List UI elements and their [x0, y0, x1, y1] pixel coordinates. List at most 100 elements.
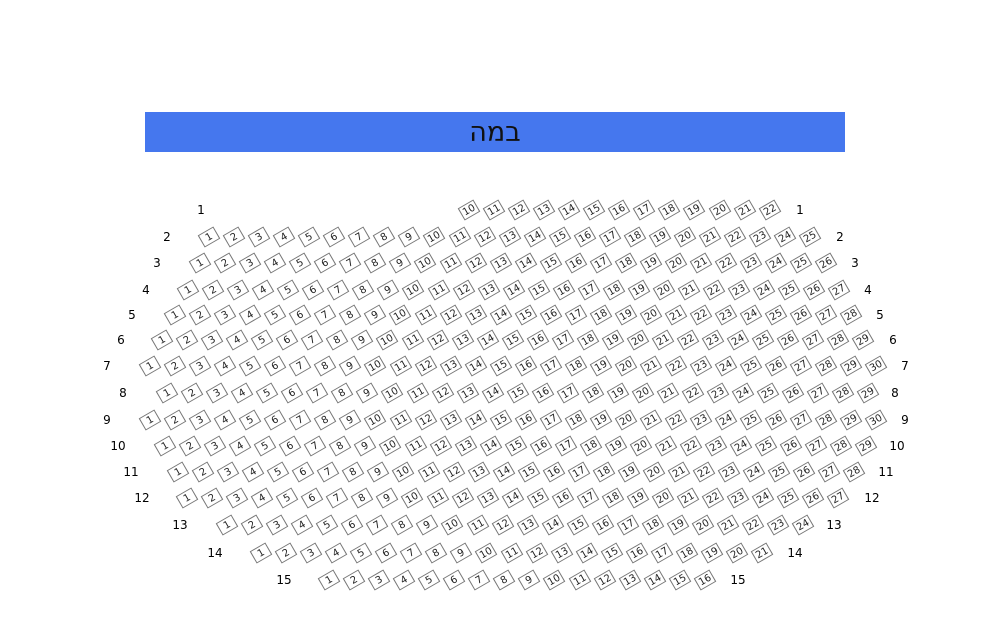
seat-row7-12[interactable]: 12	[414, 355, 437, 377]
seat-row10-12[interactable]: 12	[429, 435, 452, 457]
seat-row5-26[interactable]: 26	[789, 304, 813, 326]
seat-row6-11[interactable]: 11	[401, 329, 424, 351]
seat-row14-18[interactable]: 18	[675, 542, 699, 564]
seat-row9-4[interactable]: 4	[213, 409, 237, 431]
seat-row3-4[interactable]: 4	[263, 252, 287, 274]
seat-row3-11[interactable]: 11	[439, 252, 462, 274]
seat-row8-6[interactable]: 6	[280, 382, 304, 404]
seat-row11-8[interactable]: 8	[342, 461, 365, 483]
seat-row5-20[interactable]: 20	[639, 304, 663, 326]
seat-row9-28[interactable]: 28	[815, 409, 838, 431]
seat-row7-4[interactable]: 4	[213, 355, 237, 377]
seat-row6-7[interactable]: 7	[301, 329, 324, 351]
seat-row2-22[interactable]: 22	[723, 226, 747, 248]
seat-row6-28[interactable]: 28	[827, 329, 850, 351]
seat-row12-23[interactable]: 23	[726, 487, 750, 509]
seat-row9-29[interactable]: 29	[840, 409, 863, 431]
seat-row14-1[interactable]: 1	[249, 542, 273, 564]
seat-row10-13[interactable]: 13	[454, 435, 477, 457]
seat-row7-23[interactable]: 23	[689, 355, 713, 377]
seat-row9-27[interactable]: 27	[790, 409, 813, 431]
seat-row13-18[interactable]: 18	[641, 514, 665, 536]
seat-row11-10[interactable]: 10	[392, 461, 415, 483]
seat-row8-19[interactable]: 19	[606, 382, 630, 404]
seat-row8-10[interactable]: 10	[381, 382, 404, 404]
seat-row7-13[interactable]: 13	[439, 355, 462, 377]
seat-row13-21[interactable]: 21	[716, 514, 740, 536]
seat-row7-21[interactable]: 21	[639, 355, 663, 377]
seat-row9-19[interactable]: 19	[589, 409, 613, 431]
seat-row15-11[interactable]: 11	[568, 569, 591, 591]
seat-row10-5[interactable]: 5	[253, 435, 277, 457]
seat-row9-25[interactable]: 25	[739, 409, 763, 431]
seat-row9-30[interactable]: 30	[865, 409, 888, 431]
seat-row2-1[interactable]: 1	[197, 226, 221, 248]
seat-row4-4[interactable]: 4	[251, 279, 275, 301]
seat-row8-4[interactable]: 4	[230, 382, 254, 404]
seat-row8-3[interactable]: 3	[205, 382, 229, 404]
seat-row12-22[interactable]: 22	[701, 487, 725, 509]
seat-row15-7[interactable]: 7	[468, 569, 491, 591]
seat-row8-7[interactable]: 7	[306, 382, 329, 404]
seat-row9-16[interactable]: 16	[514, 409, 538, 431]
seat-row11-19[interactable]: 19	[617, 461, 641, 483]
seat-row15-13[interactable]: 13	[618, 569, 641, 591]
seat-row15-8[interactable]: 8	[493, 569, 516, 591]
seat-row8-17[interactable]: 17	[556, 382, 580, 404]
seat-row11-6[interactable]: 6	[291, 461, 315, 483]
seat-row10-15[interactable]: 15	[504, 435, 527, 457]
seat-row9-10[interactable]: 10	[364, 409, 387, 431]
seat-row7-19[interactable]: 19	[589, 355, 613, 377]
seat-row7-16[interactable]: 16	[514, 355, 538, 377]
seat-row1-22[interactable]: 22	[758, 199, 781, 221]
seat-row4-23[interactable]: 23	[727, 279, 751, 301]
seat-row11-22[interactable]: 22	[692, 461, 716, 483]
seat-row2-9[interactable]: 9	[398, 226, 421, 248]
seat-row14-10[interactable]: 10	[475, 542, 498, 564]
seat-row3-16[interactable]: 16	[564, 252, 588, 274]
seat-row11-21[interactable]: 21	[667, 461, 691, 483]
seat-row14-14[interactable]: 14	[575, 542, 598, 564]
seat-row3-12[interactable]: 12	[464, 252, 487, 274]
seat-row12-25[interactable]: 25	[776, 487, 800, 509]
seat-row4-14[interactable]: 14	[502, 279, 525, 301]
seat-row8-26[interactable]: 26	[781, 382, 805, 404]
seat-row7-25[interactable]: 25	[739, 355, 763, 377]
seat-row14-17[interactable]: 17	[650, 542, 674, 564]
seat-row13-7[interactable]: 7	[366, 514, 389, 536]
seat-row8-2[interactable]: 2	[180, 382, 204, 404]
seat-row7-8[interactable]: 8	[314, 355, 337, 377]
seat-row1-17[interactable]: 17	[633, 199, 656, 221]
seat-row7-6[interactable]: 6	[263, 355, 287, 377]
seat-row12-26[interactable]: 26	[801, 487, 825, 509]
seat-row3-5[interactable]: 5	[288, 252, 312, 274]
seat-row5-1[interactable]: 1	[163, 304, 187, 326]
seat-row7-29[interactable]: 29	[840, 355, 863, 377]
seat-row7-22[interactable]: 22	[664, 355, 688, 377]
seat-row11-26[interactable]: 26	[792, 461, 816, 483]
seat-row2-23[interactable]: 23	[748, 226, 772, 248]
seat-row1-11[interactable]: 11	[482, 199, 506, 221]
seat-row2-24[interactable]: 24	[773, 226, 797, 248]
seat-row10-4[interactable]: 4	[228, 435, 252, 457]
seat-row6-19[interactable]: 19	[601, 329, 625, 351]
seat-row12-18[interactable]: 18	[601, 487, 625, 509]
seat-row13-5[interactable]: 5	[315, 514, 339, 536]
seat-row8-23[interactable]: 23	[706, 382, 730, 404]
seat-row4-7[interactable]: 7	[327, 279, 350, 301]
seat-row10-23[interactable]: 23	[704, 435, 728, 457]
seat-row13-12[interactable]: 12	[491, 514, 514, 536]
seat-row4-25[interactable]: 25	[777, 279, 801, 301]
seat-row5-7[interactable]: 7	[314, 304, 337, 326]
seat-row7-10[interactable]: 10	[364, 355, 387, 377]
seat-row5-24[interactable]: 24	[739, 304, 763, 326]
seat-row1-10[interactable]: 10	[457, 199, 481, 221]
seat-row11-1[interactable]: 1	[166, 461, 190, 483]
seat-row9-21[interactable]: 21	[639, 409, 663, 431]
seat-row6-3[interactable]: 3	[200, 329, 224, 351]
seat-row10-27[interactable]: 27	[805, 435, 828, 457]
seat-row6-9[interactable]: 9	[351, 329, 374, 351]
seat-row5-21[interactable]: 21	[664, 304, 688, 326]
seat-row10-21[interactable]: 21	[654, 435, 678, 457]
seat-row1-15[interactable]: 15	[582, 199, 606, 221]
